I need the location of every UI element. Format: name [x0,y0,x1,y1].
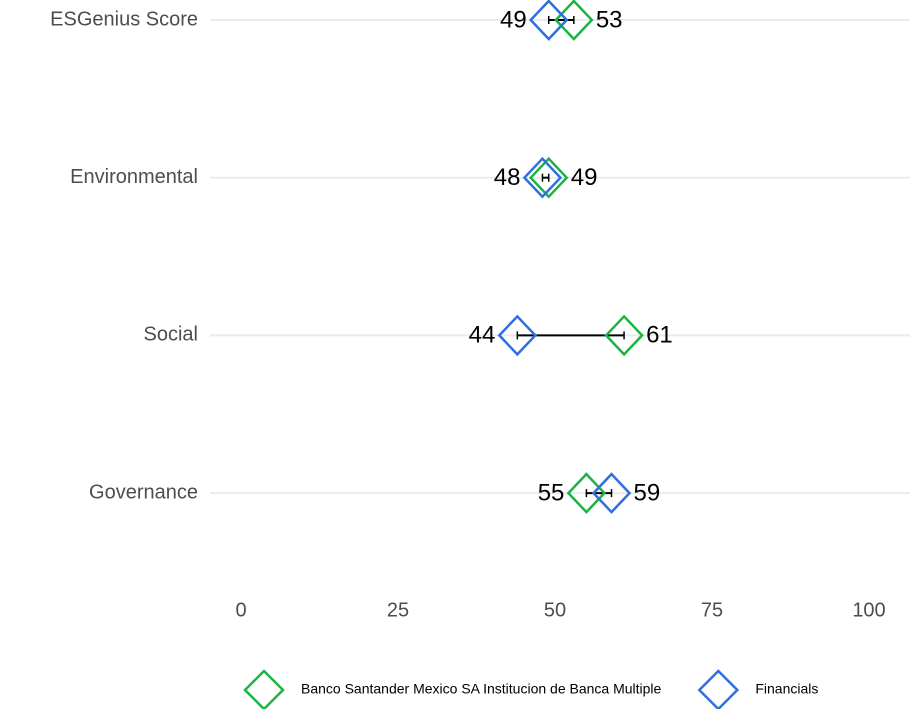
diamond-marker [566,472,607,514]
category-label: Governance [89,481,198,503]
value-label: 49 [500,6,527,33]
x-tick-label: 75 [701,599,723,621]
x-tick-label: 0 [235,599,246,621]
value-label: 44 [469,322,496,349]
x-tick-label: 50 [544,599,566,621]
legend-label: Banco Santander Mexico SA Institucion de… [301,681,662,697]
diamond-marker [554,0,594,41]
diamond-marker [497,314,538,357]
diamond-marker [522,156,563,199]
legend-label: Financials [755,681,818,697]
value-label: 53 [596,6,623,33]
value-label: 61 [646,322,673,349]
value-label: 49 [571,164,598,191]
diamond-marker [591,472,632,514]
x-tick-label: 25 [387,599,409,621]
diamond-marker [604,314,644,357]
legend-marker [243,669,285,709]
legend-marker [697,669,740,709]
value-label: 59 [634,479,661,506]
category-label: Environmental [70,166,198,188]
category-label: ESGenius Score [50,8,198,30]
x-tick-label: 100 [852,599,885,621]
diamond-marker [528,0,569,41]
diamond-marker [528,156,569,199]
value-label: 48 [494,164,521,191]
value-label: 55 [538,479,565,506]
category-label: Social [144,324,198,346]
